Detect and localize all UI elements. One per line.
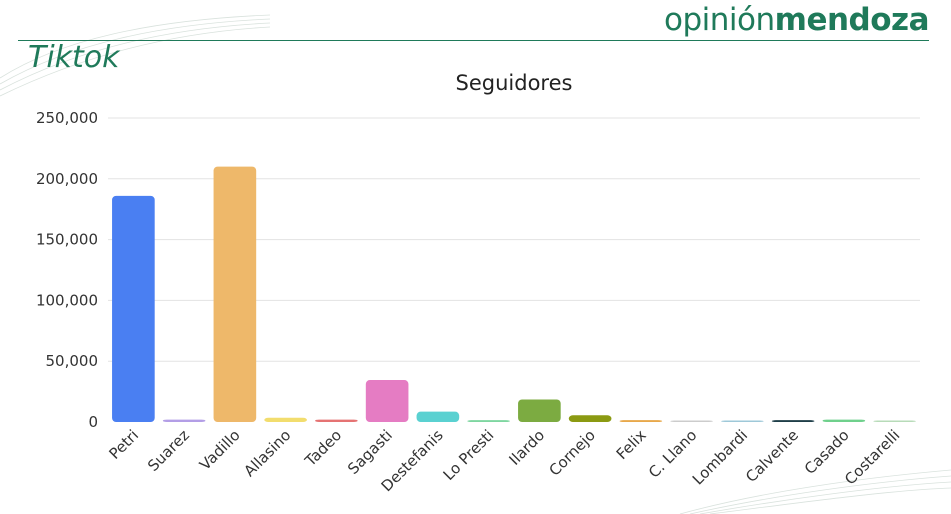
bar-cornejo <box>568 415 612 422</box>
bar-suarez <box>162 419 206 422</box>
y-tick-label: 0 <box>88 413 98 431</box>
bar-destefanis <box>416 411 460 422</box>
bar-costarelli <box>873 420 916 422</box>
x-tick-label: Cornejo <box>545 426 598 479</box>
x-tick-label: Ilardo <box>506 426 549 469</box>
bar-ilardo <box>518 399 561 422</box>
bar-tadeo <box>315 419 358 422</box>
y-tick-label: 100,000 <box>36 291 98 309</box>
x-tick-label: Suarez <box>144 426 193 475</box>
bar-lo-presti <box>467 420 510 422</box>
y-tick-label: 50,000 <box>46 352 99 370</box>
bar-calvente <box>771 420 815 422</box>
x-tick-label: Felix <box>613 426 650 463</box>
bar-petri <box>112 195 155 422</box>
x-tick-label: Sagasti <box>344 426 396 478</box>
bar-casado <box>822 419 866 422</box>
chart-bars <box>112 166 916 422</box>
x-tick-label: Petri <box>105 426 142 463</box>
bar-vadillo <box>213 166 257 422</box>
brand-logo: opiniónmendoza <box>664 2 930 38</box>
x-tick-label: Vadillo <box>196 426 244 474</box>
x-tick-label: Tadeo <box>301 426 345 470</box>
y-tick-label: 150,000 <box>36 231 98 249</box>
x-tick-label: Casado <box>801 426 853 478</box>
chart-title: Seguidores <box>456 71 573 95</box>
x-tick-label: Calvente <box>742 426 802 486</box>
bar-lombardi <box>721 420 764 422</box>
y-tick-label: 250,000 <box>36 109 98 127</box>
x-tick-label: Costarelli <box>841 426 903 488</box>
x-tick-label: Allasino <box>240 426 294 480</box>
bar-sagasti <box>365 380 409 422</box>
y-axis-ticks: 0 50,000 100,000 150,000 200,000 250,000 <box>36 109 98 431</box>
bar-c-llano <box>670 420 713 422</box>
x-tick-label: Lo Presti <box>440 426 498 484</box>
brand-logo-bold: mendoza <box>774 2 930 38</box>
section-title: Tiktok <box>28 40 120 75</box>
brand-logo-light: opinión <box>664 2 775 38</box>
y-tick-label: 200,000 <box>36 170 98 188</box>
x-tick-label: Lombardi <box>689 426 751 488</box>
bar-allasino <box>264 417 307 422</box>
header-divider <box>18 40 929 41</box>
bar-felix <box>619 420 663 422</box>
